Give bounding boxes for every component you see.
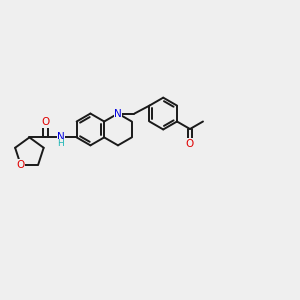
Text: N: N (114, 109, 122, 118)
Text: H: H (58, 139, 64, 148)
Text: O: O (186, 139, 194, 149)
Text: H: H (58, 139, 64, 148)
Text: O: O (16, 160, 25, 170)
Text: N: N (57, 131, 65, 142)
Text: N: N (114, 109, 122, 118)
Text: O: O (41, 117, 49, 128)
Text: N: N (57, 131, 65, 142)
